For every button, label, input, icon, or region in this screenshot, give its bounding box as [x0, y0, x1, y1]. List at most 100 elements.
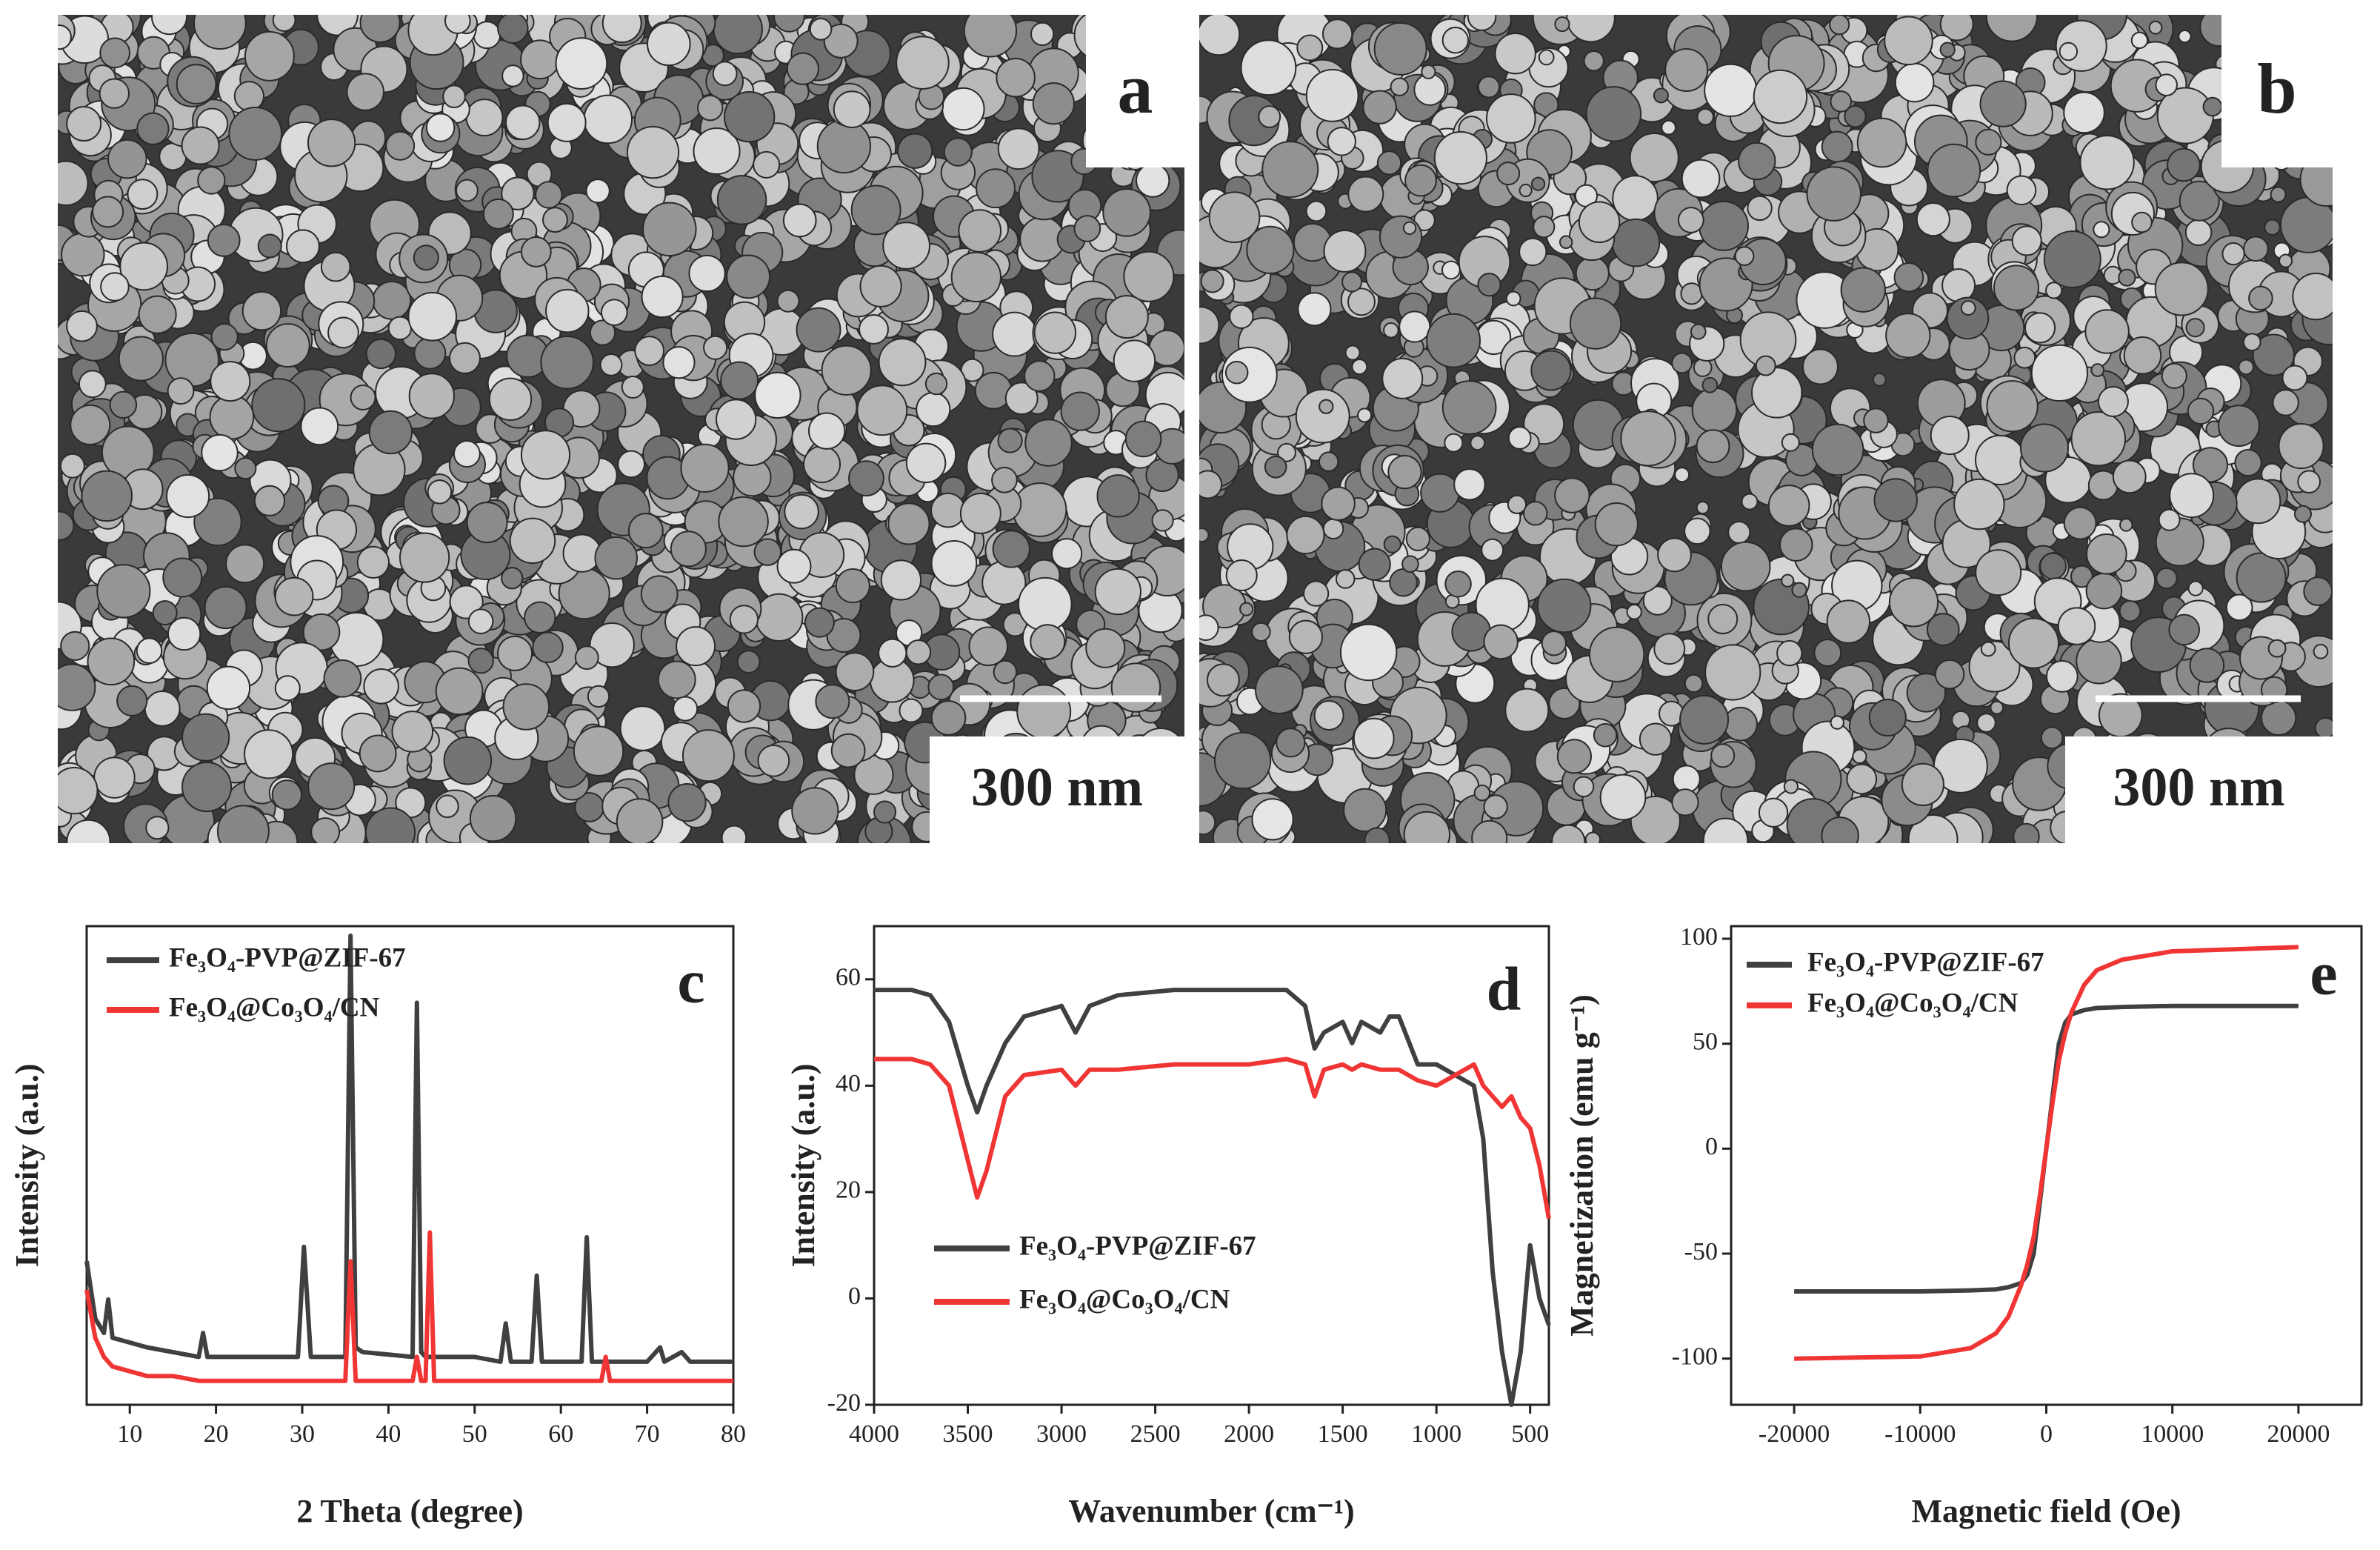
particle: [2154, 262, 2209, 316]
x-tick-label: 50: [462, 1420, 487, 1448]
particle: [542, 207, 568, 233]
particle: [574, 645, 599, 671]
particle: [2156, 567, 2178, 590]
particle: [1811, 423, 1864, 476]
particle: [1738, 142, 1776, 181]
particle: [1704, 63, 1758, 117]
particle: [776, 548, 812, 584]
particle: [2294, 505, 2312, 523]
particle: [323, 659, 362, 698]
particle: [729, 605, 759, 634]
x-tick-label: 20000: [2267, 1420, 2330, 1448]
particle: [1341, 271, 1363, 293]
particle: [856, 385, 908, 436]
particle: [2007, 617, 2059, 669]
particle: [1930, 416, 1970, 456]
particle: [626, 126, 680, 179]
particle: [1033, 311, 1077, 354]
particle: [302, 613, 341, 651]
particle: [1441, 260, 1461, 280]
particle: [599, 353, 623, 376]
particle: [1783, 779, 1799, 794]
particle: [449, 342, 481, 374]
x-tick-label: 80: [721, 1420, 746, 1448]
particle: [896, 36, 950, 90]
particle: [1975, 128, 2002, 156]
particle: [1791, 582, 1807, 598]
scale-box: [930, 736, 1184, 843]
particle: [713, 15, 763, 55]
particle: [1343, 788, 1387, 832]
particle: [1305, 200, 1327, 222]
series-line: [1794, 945, 2299, 1361]
sem-image: [58, 15, 1184, 843]
particle: [2155, 73, 2178, 96]
particle: [274, 675, 301, 702]
particle: [1485, 93, 1536, 144]
particle: [1358, 548, 1391, 581]
particle: [1229, 304, 1254, 329]
particle: [150, 15, 188, 36]
particle: [96, 564, 151, 619]
y-tick-label: 40: [836, 1070, 861, 1097]
particle: [501, 176, 535, 210]
particle: [1980, 641, 1996, 657]
particle: [1255, 665, 1304, 714]
particle: [144, 690, 181, 727]
particle: [950, 251, 1002, 303]
particle: [116, 685, 148, 717]
particle: [858, 314, 889, 345]
x-tick-label: 0: [2040, 1420, 2053, 1448]
x-tick-label: 40: [376, 1420, 401, 1448]
particle: [1727, 520, 1751, 545]
particle: [784, 493, 819, 530]
scale-label: 300 nm: [2113, 757, 2284, 818]
particle: [1846, 763, 1878, 795]
x-axis-label: 2 Theta (degree): [296, 1493, 523, 1529]
particle: [835, 568, 870, 604]
particle: [1085, 628, 1126, 668]
y-axis-label: Intensity (a.u.): [9, 1063, 45, 1267]
particle: [1276, 728, 1306, 758]
particle: [307, 762, 356, 811]
particle: [1208, 191, 1261, 244]
particle: [1829, 15, 1850, 36]
particle: [1893, 262, 1924, 293]
particle: [78, 370, 107, 399]
particle: [1852, 748, 1867, 765]
particle: [2085, 572, 2123, 610]
particle: [152, 600, 178, 626]
particle: [997, 428, 1023, 453]
particle: [497, 15, 529, 44]
panel-label: b: [2257, 49, 2296, 128]
particle: [547, 102, 587, 142]
particle: [1530, 176, 1546, 191]
particle: [905, 442, 947, 484]
particle: [1573, 776, 1595, 798]
particle: [720, 361, 759, 400]
particle: [2043, 230, 2101, 289]
particle: [145, 816, 170, 840]
particle: [181, 126, 220, 165]
particle: [1975, 434, 2026, 486]
particle: [532, 631, 564, 664]
particle: [897, 133, 933, 169]
plot-frame: [85, 925, 735, 1406]
particle: [272, 15, 296, 32]
particle: [497, 635, 533, 671]
particle: [469, 794, 517, 842]
particle: [773, 15, 805, 33]
panel-label: e: [2310, 939, 2337, 1008]
particle: [1030, 21, 1055, 47]
particle: [1993, 265, 2040, 311]
particle: [524, 601, 556, 634]
legend-label: Fe₃O₄-PVP@ZIF-67: [169, 942, 406, 973]
particle: [688, 254, 726, 293]
particle: [1383, 535, 1401, 553]
particle: [286, 229, 320, 264]
particle: [2019, 423, 2070, 473]
particle: [1470, 435, 1486, 451]
x-tick-label: 60: [548, 1420, 573, 1448]
particle: [2187, 580, 2204, 596]
particle: [1556, 739, 1592, 774]
